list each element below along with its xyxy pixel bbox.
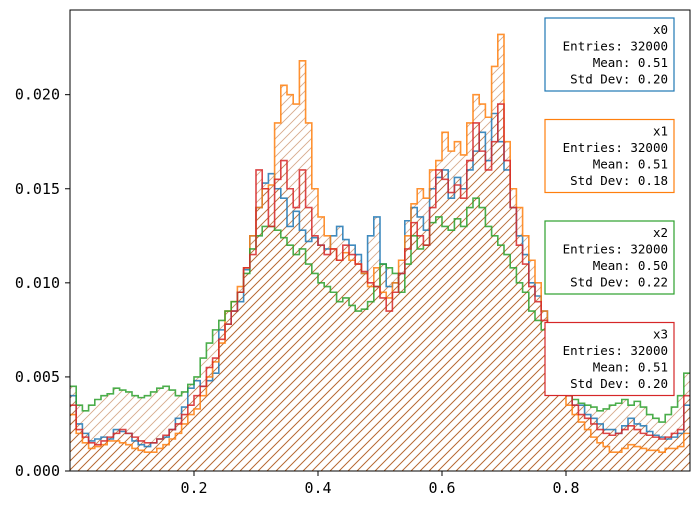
stats-box-x2-entries: Entries: 32000	[563, 242, 668, 257]
stats-box-x0-entries: Entries: 32000	[563, 39, 668, 54]
stats-box-x0-mean: Mean: 0.51	[593, 55, 668, 70]
axes-frame	[69, 9, 691, 472]
stats-box-x2-mean: Mean: 0.50	[593, 258, 668, 273]
stats-box-x1-std: Std Dev: 0.18	[570, 173, 668, 188]
stats-box-x2-name: x2	[653, 225, 668, 240]
axes-layer: 0.2 0.4 0.6 0.8 0.000 0.005 0.010 0.015 0.020	[15, 9, 691, 497]
series-x1-outline	[70, 33, 690, 453]
series-x3-outline	[70, 103, 690, 446]
y-tick-label-1: 0.005	[15, 368, 60, 386]
y-tick-label-3: 0.015	[15, 180, 60, 198]
y-tick-label-0: 0.000	[15, 462, 60, 480]
series-x2-outline	[70, 197, 690, 423]
stats-box-x0-name: x0	[653, 22, 668, 37]
x-tick-label-0: 0.2	[180, 479, 207, 497]
stats-box-x3-frame	[544, 321, 675, 397]
y-tick-label-2: 0.010	[15, 274, 60, 292]
stats-box-x0-std: Std Dev: 0.20	[570, 72, 668, 87]
stats-box-x3-mean: Mean: 0.51	[593, 360, 668, 375]
series-layer	[70, 33, 690, 471]
stats-box-x3-std: Std Dev: 0.20	[570, 376, 668, 391]
x-tick-label-1: 0.4	[304, 479, 331, 497]
stats-box-x1-frame	[544, 118, 675, 194]
x-tick-label-2: 0.6	[428, 479, 455, 497]
stats-box-x1-mean: Mean: 0.51	[593, 157, 668, 172]
stats-box-x2-frame	[544, 220, 675, 295]
stats-box-x0-frame	[544, 17, 675, 92]
x-tick-label-3: 0.8	[552, 479, 579, 497]
stats-box-x3-entries: Entries: 32000	[563, 343, 668, 358]
y-tick-label-4: 0.020	[15, 86, 60, 104]
stats-box-x3-name: x3	[653, 327, 668, 342]
stats-box-x1-entries: Entries: 32000	[563, 140, 668, 155]
stats-box-x1-name: x1	[653, 124, 668, 139]
stats-box-x2-std: Std Dev: 0.22	[570, 275, 668, 290]
